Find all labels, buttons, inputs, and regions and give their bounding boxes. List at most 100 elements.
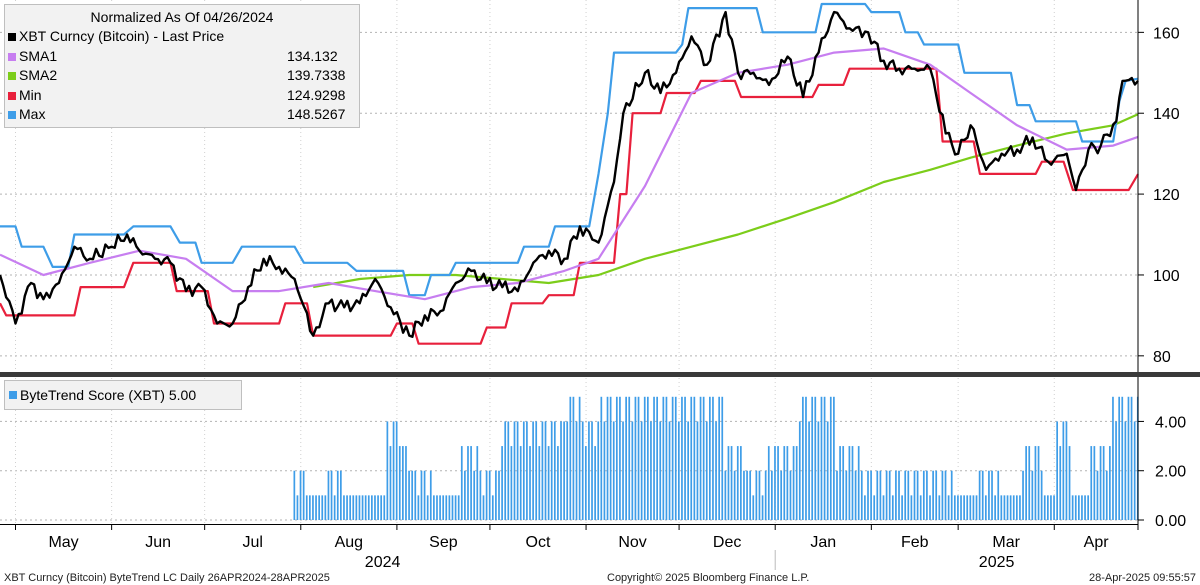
score-bar <box>377 495 379 520</box>
score-bar <box>429 470 432 520</box>
score-bar <box>1121 396 1124 520</box>
score-bar <box>361 495 364 520</box>
month-label: Jul <box>242 534 262 551</box>
score-bar <box>702 396 705 520</box>
score-bar <box>411 470 414 520</box>
score-bar <box>1087 495 1090 520</box>
score-bar <box>1059 446 1062 520</box>
score-bar <box>615 396 618 520</box>
legend-item-price: XBT Curncy (Bitcoin) - Last Price <box>5 27 359 47</box>
score-bar <box>464 470 466 520</box>
year-label: 2025 <box>979 554 1015 571</box>
score-bar <box>715 421 717 520</box>
month-label: Apr <box>1084 534 1110 551</box>
score-bar <box>470 446 472 520</box>
legend-label: Min <box>19 86 42 103</box>
score-bar <box>743 470 745 520</box>
score-bar <box>420 470 423 520</box>
score-bar <box>1034 446 1037 520</box>
score-bar <box>836 470 838 520</box>
score-bar <box>1068 446 1071 520</box>
score-bar <box>544 421 547 520</box>
score-bar <box>591 421 593 520</box>
score-bar <box>547 446 550 520</box>
score-bar <box>885 470 888 520</box>
score-bar <box>467 446 469 520</box>
score-bar <box>820 396 823 520</box>
score-bar <box>671 396 674 520</box>
series-line-sma2 <box>313 113 1139 289</box>
score-bar <box>792 446 795 520</box>
score-bar <box>386 421 389 520</box>
axes <box>0 0 1200 570</box>
score-bar <box>1053 495 1055 520</box>
score-bar <box>1127 396 1130 520</box>
score-bar <box>367 495 370 520</box>
score-bar <box>569 396 572 520</box>
score-bar <box>426 495 429 520</box>
score-bar <box>1130 396 1133 520</box>
score-bar <box>705 421 708 520</box>
score-bar <box>436 495 438 520</box>
score-bar <box>296 495 299 520</box>
score-bar <box>597 421 600 520</box>
score-bar <box>628 396 631 520</box>
month-label: Nov <box>618 534 646 551</box>
score-bar <box>495 470 497 520</box>
series-line-max <box>0 2 1139 297</box>
legend-label: Max <box>19 106 46 122</box>
score-bar <box>826 421 829 520</box>
score-bar <box>997 470 1000 520</box>
score-bar <box>727 446 730 520</box>
score-bar <box>690 396 693 520</box>
score-bar <box>696 421 699 520</box>
score-bar <box>687 421 690 520</box>
score-bar <box>755 470 758 520</box>
score-bar <box>1043 495 1046 520</box>
legend-swatch <box>8 91 16 100</box>
score-bar <box>854 470 857 520</box>
score-bar <box>1118 396 1121 520</box>
score-bar <box>845 470 848 520</box>
score-bar <box>659 421 662 520</box>
score-bar <box>308 495 311 520</box>
footer-center: Copyright© 2025 Bloomberg Finance L.P. <box>607 572 809 584</box>
score-bar <box>1105 470 1108 520</box>
score-bar <box>1081 495 1083 520</box>
legend-title: Normalized As Of 04/26/2024 <box>90 9 274 25</box>
score-bar <box>507 421 510 520</box>
legend-label: SMA2 <box>19 67 58 83</box>
legend-swatch <box>8 52 16 61</box>
score-bar <box>1090 446 1093 520</box>
score-bar <box>922 470 925 520</box>
score-bar <box>364 495 367 520</box>
legend-item-min: Min 124.9298 <box>5 86 359 106</box>
score-bar <box>457 495 460 520</box>
score-bar <box>1133 421 1136 520</box>
score-bar <box>398 446 401 520</box>
score-bar <box>535 421 538 520</box>
score-bar <box>950 470 953 520</box>
score-bar <box>293 470 296 520</box>
score-bar <box>988 470 990 520</box>
score-bar <box>867 470 869 520</box>
score-bar <box>910 495 913 520</box>
score-bars <box>293 396 1139 520</box>
score-bar <box>643 396 646 520</box>
score-bar <box>476 446 479 520</box>
score-bar <box>516 421 519 520</box>
score-bar <box>1000 495 1003 520</box>
score-bar <box>681 396 683 520</box>
score-bar <box>522 421 525 520</box>
score-bar <box>637 396 640 520</box>
series-line-min <box>0 67 1139 345</box>
score-bar <box>529 446 531 520</box>
score-bar <box>448 495 451 520</box>
score-bar <box>777 446 779 520</box>
score-bar <box>848 446 851 520</box>
score-bar <box>888 470 891 520</box>
score-bar <box>510 446 513 520</box>
score-bar <box>371 495 373 520</box>
score-bar <box>786 446 789 520</box>
